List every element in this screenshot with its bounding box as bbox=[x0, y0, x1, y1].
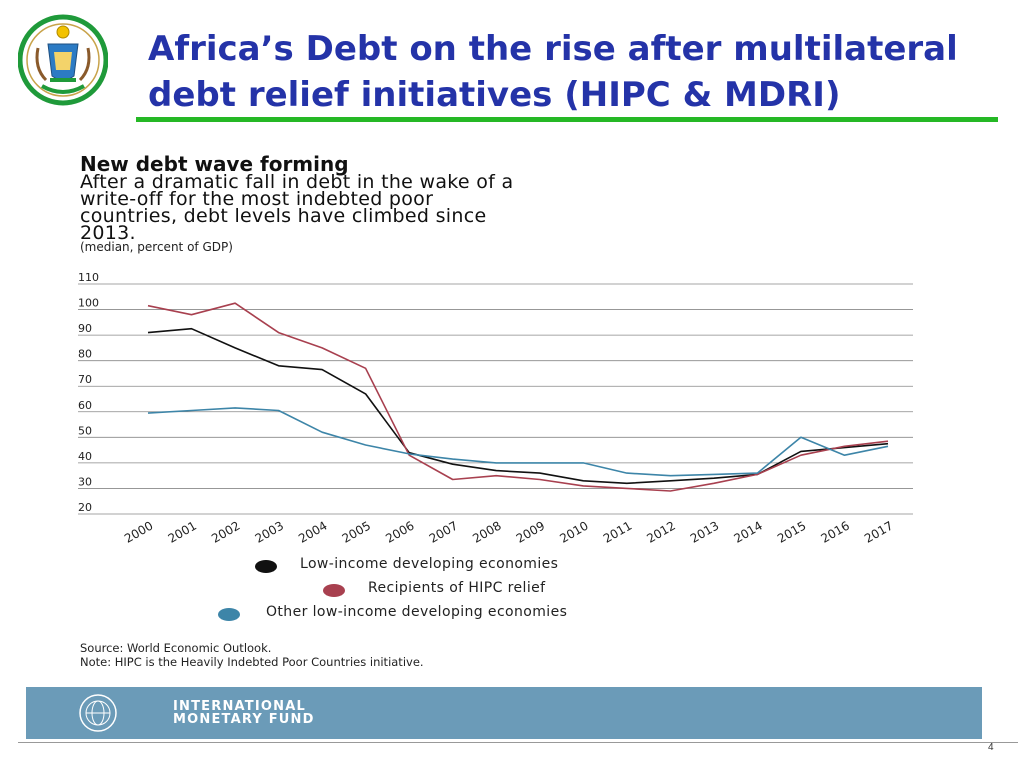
slide-title-line-2: debt relief initiatives (HIPC & MDRI) bbox=[148, 75, 841, 115]
x-tick-label: 2004 bbox=[296, 518, 329, 545]
source-text: Source: World Economic Outlook. bbox=[80, 641, 272, 655]
x-tick-label: 2001 bbox=[166, 518, 199, 545]
note-text: Note: HIPC is the Heavily Indebted Poor … bbox=[80, 655, 424, 669]
x-tick-label: 2013 bbox=[688, 518, 721, 545]
legend-label-other-low-income: Other low-income developing economies bbox=[266, 604, 568, 620]
imf-name-line-2: MONETARY FUND bbox=[173, 712, 315, 727]
x-tick-label: 2015 bbox=[775, 518, 808, 545]
y-tick-label: 60 bbox=[78, 399, 92, 412]
title-underline bbox=[136, 117, 998, 122]
x-tick-label: 2011 bbox=[601, 518, 634, 545]
coat-of-arms-seal bbox=[18, 14, 108, 106]
y-tick-label: 80 bbox=[78, 348, 92, 361]
series-line-2 bbox=[147, 407, 889, 477]
imf-name-line-1: INTERNATIONAL bbox=[173, 699, 306, 714]
x-tick-label: 2002 bbox=[209, 518, 242, 545]
x-tick-label: 2005 bbox=[340, 518, 373, 545]
x-tick-label: 2009 bbox=[514, 518, 547, 545]
x-tick-label: 2014 bbox=[731, 518, 764, 545]
chart-subtitle-line-1: After a dramatic fall in debt in the wak… bbox=[80, 171, 514, 193]
x-tick-label: 2017 bbox=[862, 518, 895, 545]
x-tick-label: 2003 bbox=[253, 518, 286, 545]
series-line-0 bbox=[147, 327, 889, 485]
legend-swatch-red bbox=[323, 584, 345, 597]
imf-seal-icon bbox=[79, 694, 117, 732]
y-tick-label: 100 bbox=[78, 297, 99, 310]
x-tick-label: 2008 bbox=[470, 518, 503, 545]
y-tick-label: 110 bbox=[78, 271, 99, 284]
y-tick-label: 30 bbox=[78, 475, 92, 488]
y-tick-label: 50 bbox=[78, 424, 92, 437]
y-tick-label: 70 bbox=[78, 373, 92, 386]
debt-line-chart: 110 100 90 80 70 60 50 40 30 20 2000 2001 2002 2003 20… bbox=[78, 271, 913, 546]
legend-label-hipc: Recipients of HIPC relief bbox=[368, 580, 546, 596]
imf-name: INTERNATIONAL MONETARY FUND bbox=[173, 700, 315, 726]
legend-swatch-black bbox=[255, 560, 277, 573]
x-tick-label: 2012 bbox=[644, 518, 677, 545]
chart-subtitle-line-2: write-off for the most indebted poor bbox=[80, 188, 434, 210]
chart-unit-label: (median, percent of GDP) bbox=[80, 240, 233, 254]
slide-title-line-1: Africa’s Debt on the rise after multilat… bbox=[148, 29, 958, 69]
chart-subtitle: After a dramatic fall in debt in the wak… bbox=[80, 171, 910, 244]
chart-subtitle-line-4: 2013. bbox=[80, 222, 136, 244]
chart-subtitle-line-3: countries, debt levels have climbed sinc… bbox=[80, 205, 487, 227]
imf-footer-band: INTERNATIONAL MONETARY FUND bbox=[26, 687, 982, 739]
x-tick-label: 2000 bbox=[122, 518, 155, 545]
chart-source: Source: World Economic Outlook. Note: HI… bbox=[80, 641, 424, 669]
legend-label-low-income: Low-income developing economies bbox=[300, 556, 559, 572]
x-tick-label: 2007 bbox=[427, 518, 460, 545]
y-tick-label: 20 bbox=[78, 501, 92, 514]
series-line-1 bbox=[147, 302, 889, 492]
y-tick-label: 40 bbox=[78, 450, 92, 463]
chart-title: New debt wave forming bbox=[80, 152, 349, 176]
x-tick-label: 2010 bbox=[557, 518, 590, 545]
x-tick-label: 2016 bbox=[819, 518, 852, 545]
footer-rule bbox=[18, 742, 1018, 743]
slide-title: Africa’s Debt on the rise after multilat… bbox=[148, 26, 988, 118]
legend-swatch-blue bbox=[218, 608, 240, 621]
page-number: 4 bbox=[988, 742, 994, 753]
x-tick-label: 2006 bbox=[383, 518, 416, 545]
y-tick-label: 90 bbox=[78, 322, 92, 335]
